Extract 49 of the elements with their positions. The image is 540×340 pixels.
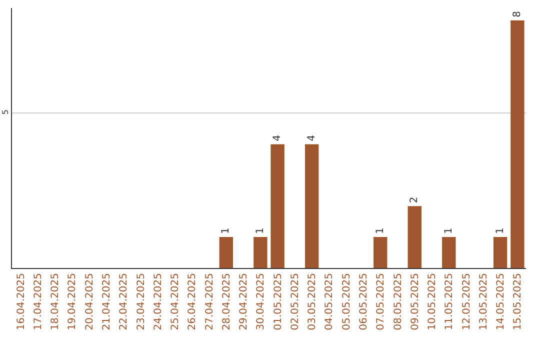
x-tick-label: 08.05.2025: [392, 273, 404, 330]
x-tick-label: 10.05.2025: [427, 273, 438, 330]
x-tick-label: 15.05.2025: [512, 273, 524, 330]
x-tick-label: 02.05.2025: [290, 273, 301, 330]
bar: [493, 237, 508, 268]
x-tick-label: 17.04.2025: [32, 273, 44, 330]
bar: [254, 237, 268, 268]
data-label: 1: [443, 228, 454, 234]
x-tick-label: 11.05.2025: [444, 273, 456, 330]
bar: [270, 144, 284, 268]
data-label: 2: [409, 196, 420, 204]
x-tick-label: 25.04.2025: [170, 273, 182, 330]
x-tick-label: 03.05.2025: [307, 273, 318, 330]
data-label: 4: [272, 134, 284, 142]
x-tick-label: 05.05.2025: [341, 273, 352, 330]
data-label: 1: [220, 228, 232, 234]
data-label: 1: [254, 228, 266, 234]
data-label: 4: [306, 134, 318, 142]
bar: [408, 206, 422, 268]
x-tick-label: 24.04.2025: [152, 273, 164, 330]
x-tick-label: 22.04.2025: [118, 273, 130, 330]
x-tick-label: 20.04.2025: [84, 273, 96, 330]
bar: [219, 237, 234, 268]
x-tick-label: 21.04.2025: [101, 273, 112, 330]
bar: [374, 237, 388, 268]
y-tick-label: 5: [0, 109, 10, 115]
data-label: 1: [494, 228, 506, 234]
x-tick-label: 27.04.2025: [204, 273, 216, 330]
x-tick-label: 28.04.2025: [221, 273, 232, 330]
x-tick-label: 12.05.2025: [461, 273, 472, 330]
x-tick-label: 14.05.2025: [496, 273, 507, 330]
x-tick-label: 07.05.2025: [376, 273, 387, 330]
x-tick-label: 29.04.2025: [238, 273, 250, 330]
x-tick-label: 16.04.2025: [16, 273, 27, 330]
x-tick-label: 06.05.2025: [358, 273, 370, 330]
x-tick-label: 13.05.2025: [478, 273, 490, 330]
x-tick-label: 26.04.2025: [187, 273, 198, 330]
bar: [442, 237, 456, 268]
x-tick-label: 01.05.2025: [272, 273, 284, 330]
x-tick-label: 04.05.2025: [324, 273, 336, 330]
bar: [510, 20, 524, 268]
x-tick-label: 19.04.2025: [67, 273, 78, 330]
x-tick-label: 23.04.2025: [136, 273, 147, 330]
x-tick-label: 30.04.2025: [256, 273, 267, 330]
data-label: 1: [374, 228, 386, 234]
bar: [304, 144, 319, 268]
x-tick-label: 09.05.2025: [410, 273, 421, 330]
data-label: 8: [512, 11, 523, 18]
x-tick-label: 18.04.2025: [50, 273, 62, 330]
